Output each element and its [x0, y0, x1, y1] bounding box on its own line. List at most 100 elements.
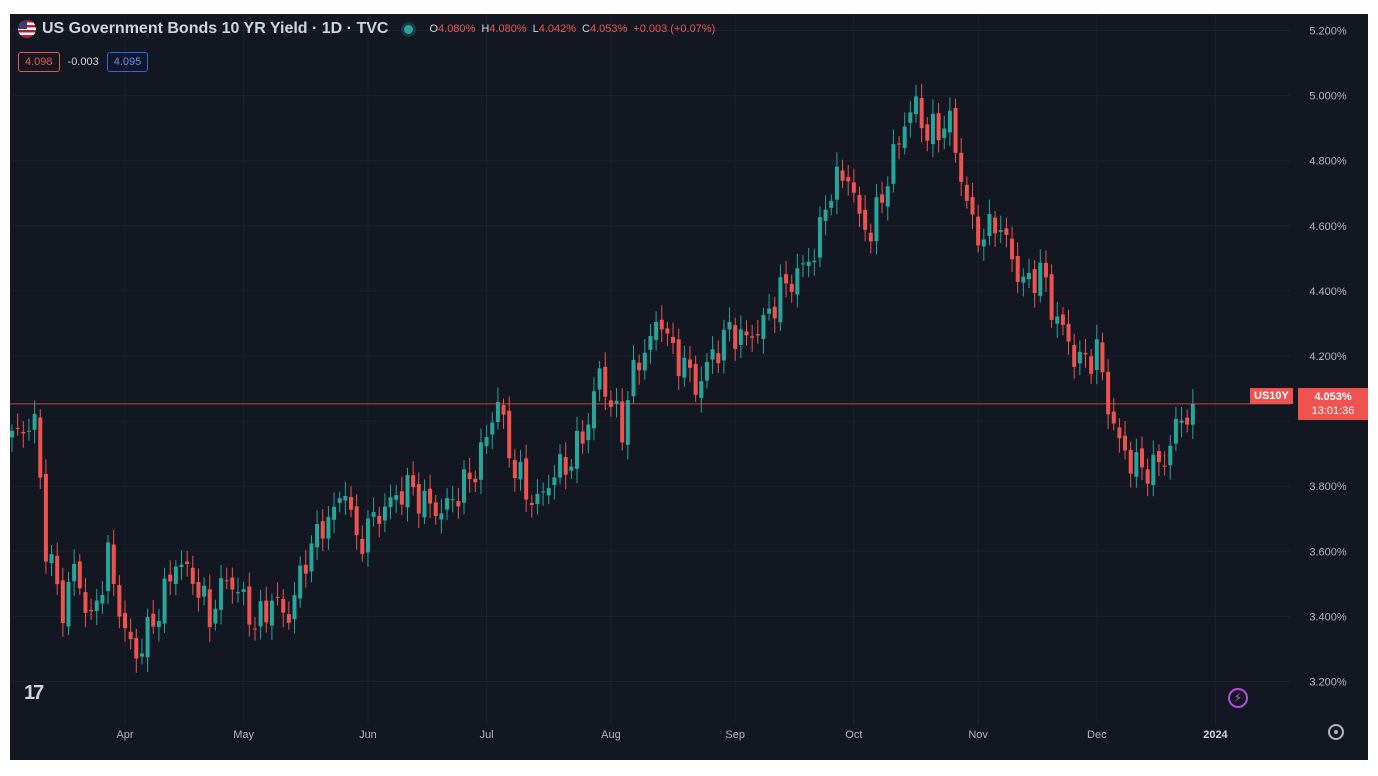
candle-body [281, 598, 286, 613]
candle-body [716, 353, 721, 364]
candlestick-chart: 3.200% 3.400% 3.600% 3.800% 4.200% 4.400% 4.60… [10, 14, 1347, 741]
candle-body [1151, 454, 1156, 486]
tradingview-logo[interactable]: 17 [24, 682, 44, 704]
x-tick-label: May [233, 729, 254, 741]
candle-body [89, 610, 94, 612]
candle-body [846, 177, 851, 182]
candle-body [518, 462, 523, 480]
candle-body [275, 596, 280, 598]
candle-body [365, 518, 370, 553]
y-tick-label: 5.000% [1309, 91, 1347, 103]
buy-button[interactable]: 4.095 [106, 52, 149, 72]
candle-body [32, 414, 37, 430]
chart-header: US Government Bonds 10 YR Yield · 1D · T… [18, 20, 715, 38]
candle-body [772, 306, 777, 319]
candle-body [654, 321, 659, 340]
candle-body [603, 366, 608, 397]
x-tick-label: Dec [1087, 729, 1107, 741]
chart-container: 3.200% 3.400% 3.600% 3.800% 4.200% 4.400% 4.60… [10, 14, 1368, 760]
lightning-icon[interactable]: ⚡ [1228, 688, 1248, 708]
candle-body [213, 608, 218, 624]
x-tick-label: Aug [601, 729, 621, 741]
candle-body [642, 352, 647, 371]
chart-title[interactable]: US Government Bonds 10 YR Yield · 1D · T… [42, 20, 389, 37]
candle-body [326, 516, 331, 539]
candle-body [778, 277, 783, 323]
candle-body [1060, 314, 1065, 325]
candle-body [834, 166, 839, 200]
candle-body [902, 126, 907, 148]
market-status-dot-icon[interactable] [404, 24, 414, 34]
candle-body [512, 459, 517, 479]
candle-body [156, 620, 161, 627]
candle-body [360, 538, 365, 554]
candle-body [309, 543, 314, 572]
candle-body [315, 524, 320, 548]
candle-body [1123, 435, 1128, 451]
candle-body [1004, 228, 1009, 235]
gear-icon[interactable] [1328, 724, 1344, 740]
candle-body [919, 98, 924, 129]
candle-body [123, 613, 127, 629]
candle-body [252, 628, 257, 630]
candle-body [586, 424, 591, 441]
candle-body [930, 113, 935, 145]
candle-body [750, 336, 755, 338]
candle-body [529, 503, 534, 505]
candle-body [1055, 316, 1060, 324]
candle-body [332, 506, 337, 520]
candle-body [320, 521, 325, 539]
candle-body [139, 653, 144, 657]
y-tick-label: 4.600% [1309, 221, 1347, 233]
candle-body [1106, 371, 1111, 415]
candle-body [501, 405, 506, 415]
candle-body [552, 477, 557, 486]
candle-body [1145, 469, 1150, 484]
candle-body [21, 431, 26, 434]
low-label: L [532, 23, 539, 35]
candle-body [128, 631, 133, 640]
candle-body [761, 315, 766, 339]
candle-body [100, 594, 105, 604]
sell-button[interactable]: 4.098 [18, 52, 60, 72]
candle-body [196, 582, 201, 598]
candle-body [388, 497, 393, 508]
candle-body [710, 349, 715, 360]
candle-body [343, 496, 348, 501]
candle-body [1021, 276, 1026, 283]
candle-body [1185, 417, 1190, 425]
candle-body [671, 336, 676, 343]
candle-body [829, 200, 834, 208]
candle-body [94, 600, 99, 612]
candle-body [1111, 411, 1116, 424]
candle-body [371, 512, 376, 517]
candle-body [207, 589, 212, 628]
candle-body [422, 490, 427, 518]
candle-body [303, 564, 308, 574]
candle-body [428, 488, 433, 504]
y-tick-label: 4.400% [1309, 286, 1347, 298]
candle-body [789, 283, 794, 292]
candle-body [1015, 255, 1020, 282]
candle-body [298, 565, 303, 599]
candle-body [72, 563, 77, 582]
candle-body [676, 339, 681, 377]
candle-body [478, 442, 483, 480]
candle-body [801, 263, 805, 265]
candle-body [399, 491, 404, 505]
candle-body [405, 475, 410, 508]
candle-body [258, 601, 263, 627]
high-value: 4.080% [489, 23, 527, 35]
candle-body [704, 362, 709, 381]
candle-body [998, 230, 1003, 232]
candle-body [1190, 403, 1195, 425]
candle-body [439, 513, 444, 520]
candle-body [665, 328, 670, 334]
us-flag-icon [18, 20, 36, 38]
candle-body [484, 437, 489, 447]
candle-body [411, 475, 416, 488]
y-tick-label: 5.200% [1309, 26, 1347, 38]
candle-body [925, 124, 930, 141]
candle-body [179, 564, 184, 568]
candle-body [456, 501, 461, 507]
